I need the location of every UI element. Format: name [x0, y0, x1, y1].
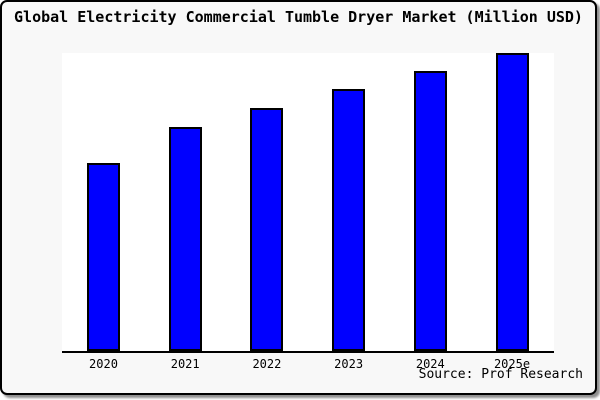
x-tick-label-2023: 2023	[334, 357, 364, 371]
x-tick-label-2022: 2022	[252, 357, 282, 371]
chart-title: Global Electricity Commercial Tumble Dry…	[14, 8, 583, 26]
bar-2025e	[495, 53, 529, 351]
bar-2024	[413, 70, 447, 351]
bar-2020	[87, 163, 120, 351]
bar-2021	[168, 126, 202, 351]
bar-2023	[332, 89, 366, 351]
source-credit: Source: Prof Research	[418, 367, 583, 382]
bar-2022	[250, 107, 284, 351]
x-tick-label-2020: 2020	[89, 357, 118, 371]
plot-area	[62, 53, 554, 353]
x-tick-label-2021: 2021	[170, 357, 200, 371]
